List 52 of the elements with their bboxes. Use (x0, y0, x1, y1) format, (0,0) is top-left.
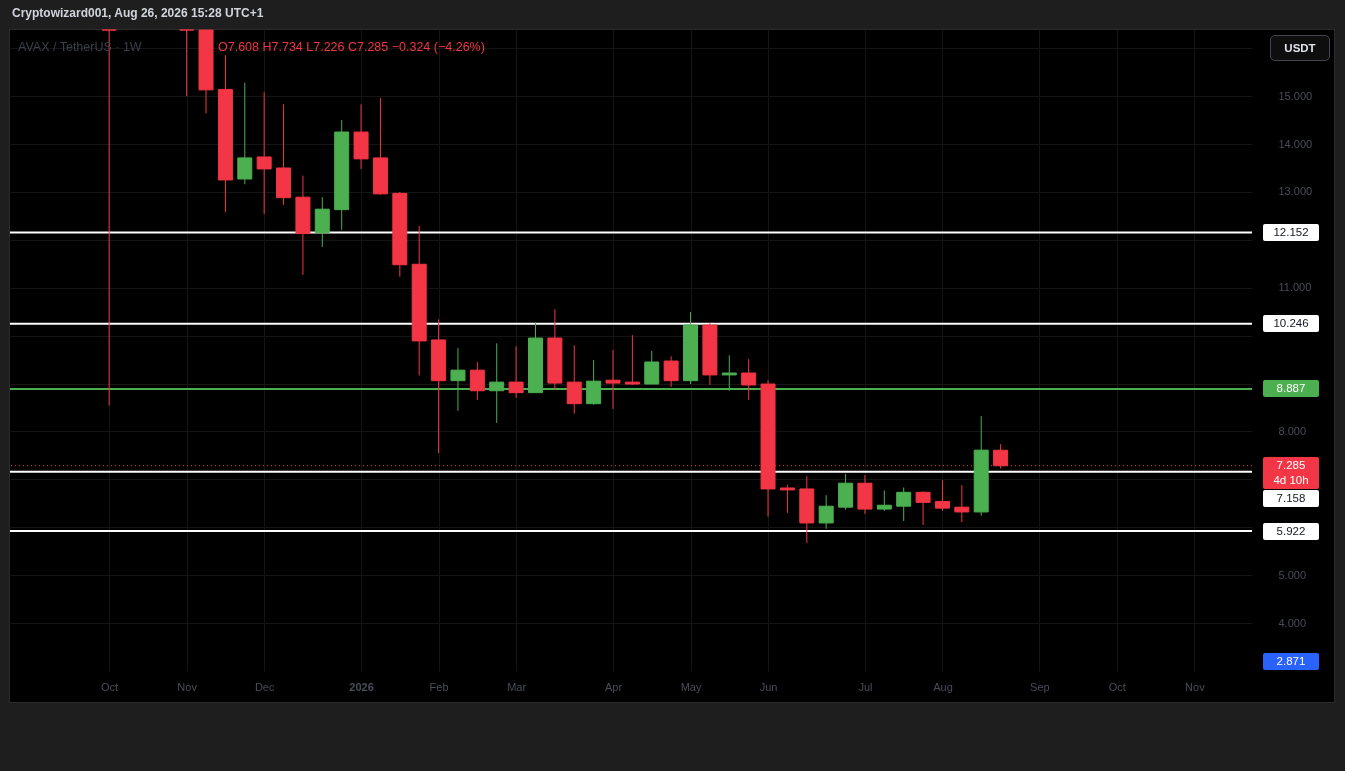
candlestick (934, 479, 950, 512)
x-tick-label: May (680, 680, 702, 693)
ref-line-label: 8.887 (1276, 381, 1306, 397)
candlestick (179, 29, 195, 97)
y-tick-label: 15.000 (1278, 89, 1313, 102)
text: Cryptowizard001, Aug 26, 2026 15:28 UTC+1 (12, 6, 264, 20)
x-tick-label: Jun (759, 680, 778, 693)
text: 4d 10h (1273, 473, 1309, 489)
candlestick (954, 484, 970, 523)
candlestick (741, 358, 757, 401)
text: 2.871 (1276, 654, 1306, 669)
candlestick (663, 355, 679, 388)
y-tick-label: 14.000 (1278, 137, 1313, 150)
y-tick-label: 13.000 (1278, 185, 1313, 198)
candlestick (469, 361, 485, 401)
candlestick (566, 344, 582, 415)
candlestick (508, 345, 524, 399)
candlestick (605, 349, 621, 410)
candlestick (779, 484, 795, 514)
y-tick-label: 4.000 (1278, 616, 1307, 629)
candlestick (624, 334, 640, 386)
x-tick-label: Nov (1185, 680, 1206, 693)
y-tick-label: 11.000 (1278, 281, 1312, 294)
candlestick (256, 91, 272, 215)
x-tick-label: Dec (254, 680, 275, 693)
ref-line-label: 7.158 (1276, 491, 1306, 507)
ref-line-label: 10.246 (1273, 316, 1309, 332)
y-tick-label: 5.000 (1278, 568, 1307, 581)
candlestick (896, 487, 912, 522)
candlestick (644, 350, 660, 385)
ref-line-label: 12.152 (1273, 225, 1309, 241)
candlestick (915, 490, 931, 526)
x-tick-label: Apr (604, 680, 623, 693)
x-tick-label: Feb (429, 680, 449, 693)
candlestick (838, 473, 854, 511)
x-tick-label: 2026 (349, 680, 374, 693)
candlestick (314, 196, 330, 248)
candlestick (237, 82, 253, 185)
ref-line-label: 7.285 (1276, 458, 1306, 474)
x-tick-label: Sep (1030, 680, 1050, 693)
candlestick (876, 489, 892, 512)
x-tick-label: Jul (858, 680, 873, 693)
ref-line-label: 5.922 (1276, 523, 1306, 539)
y-axis-title: USDT (1270, 35, 1330, 61)
x-tick-label: Mar (507, 680, 527, 693)
y-tick-label: 8.000 (1278, 424, 1307, 437)
x-tick-label: Oct (1108, 680, 1126, 693)
x-tick-label: Aug (933, 680, 953, 693)
x-tick-label: Nov (177, 680, 198, 693)
candlestick (818, 494, 834, 530)
x-tick-label: Oct (101, 680, 119, 693)
text: O7.608 H7.734 L7.226 C7.285 −0.324 (−4.26%) (218, 40, 485, 54)
